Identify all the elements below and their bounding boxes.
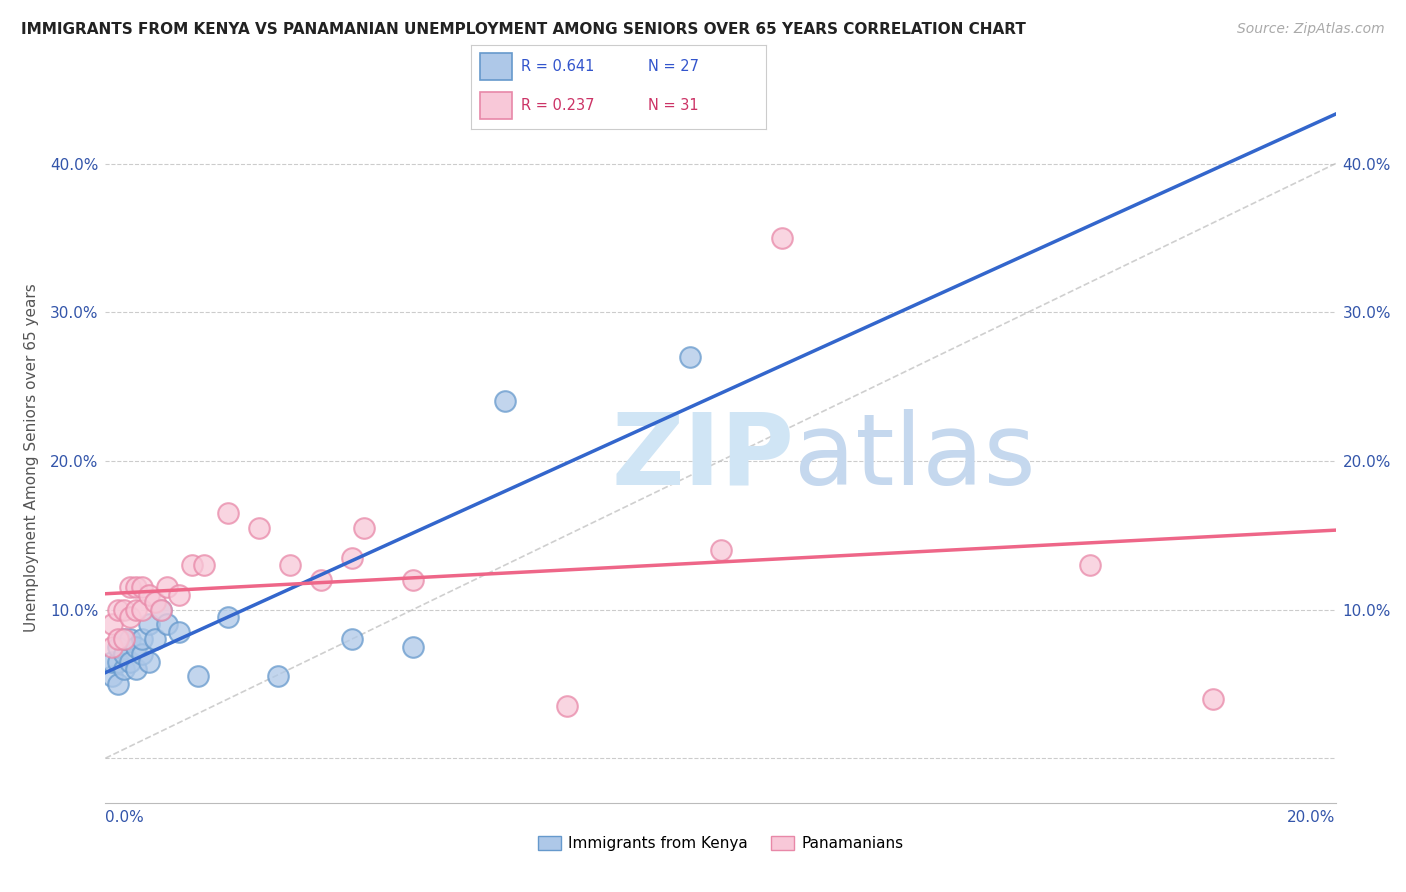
Point	[169, 588, 191, 602]
Point	[1078, 558, 1101, 572]
Point	[125, 662, 148, 676]
Point	[131, 647, 153, 661]
Point	[112, 632, 135, 647]
Point	[107, 655, 129, 669]
Point	[100, 669, 122, 683]
Point	[120, 632, 141, 647]
Point	[278, 558, 301, 572]
Text: R = 0.237: R = 0.237	[522, 98, 595, 113]
Text: Source: ZipAtlas.com: Source: ZipAtlas.com	[1237, 22, 1385, 37]
Text: ZIP: ZIP	[612, 409, 794, 506]
Point	[187, 669, 209, 683]
Point	[112, 602, 135, 616]
Point	[107, 602, 129, 616]
Point	[138, 588, 160, 602]
Text: 0.0%: 0.0%	[105, 810, 145, 825]
Text: atlas: atlas	[794, 409, 1036, 506]
Point	[679, 350, 702, 364]
Text: 20.0%: 20.0%	[1288, 810, 1336, 825]
Text: N = 27: N = 27	[648, 59, 699, 74]
Point	[143, 595, 166, 609]
Point	[340, 550, 363, 565]
Text: R = 0.641: R = 0.641	[522, 59, 595, 74]
Point	[1201, 691, 1223, 706]
Point	[120, 580, 141, 594]
Point	[340, 632, 363, 647]
Point	[112, 632, 135, 647]
Point	[169, 624, 191, 639]
Point	[309, 573, 332, 587]
Text: IMMIGRANTS FROM KENYA VS PANAMANIAN UNEMPLOYMENT AMONG SENIORS OVER 65 YEARS COR: IMMIGRANTS FROM KENYA VS PANAMANIAN UNEM…	[21, 22, 1026, 37]
Point	[143, 632, 166, 647]
Point	[402, 573, 425, 587]
Point	[125, 580, 148, 594]
Point	[193, 558, 215, 572]
Point	[180, 558, 202, 572]
Point	[107, 632, 129, 647]
Point	[156, 617, 179, 632]
Point	[138, 617, 160, 632]
Point	[247, 521, 270, 535]
Point	[107, 640, 129, 654]
Point	[100, 617, 122, 632]
Point	[131, 580, 153, 594]
Point	[770, 231, 793, 245]
Point	[267, 669, 290, 683]
Point	[156, 580, 179, 594]
Point	[494, 394, 516, 409]
Point	[131, 602, 153, 616]
Point	[710, 543, 733, 558]
Legend: Immigrants from Kenya, Panamanians: Immigrants from Kenya, Panamanians	[531, 830, 910, 857]
Point	[138, 655, 160, 669]
Point	[555, 699, 578, 714]
Point	[112, 647, 135, 661]
Point	[125, 602, 148, 616]
Y-axis label: Unemployment Among Seniors over 65 years: Unemployment Among Seniors over 65 years	[24, 283, 39, 632]
Bar	[479, 92, 512, 120]
Point	[100, 655, 122, 669]
Point	[402, 640, 425, 654]
Point	[125, 640, 148, 654]
Point	[353, 521, 375, 535]
Text: N = 31: N = 31	[648, 98, 699, 113]
Point	[112, 662, 135, 676]
Point	[218, 506, 240, 520]
Bar	[479, 54, 512, 80]
Point	[120, 610, 141, 624]
Point	[131, 632, 153, 647]
Point	[120, 655, 141, 669]
Point	[149, 602, 172, 616]
Point	[218, 610, 240, 624]
Point	[149, 602, 172, 616]
Point	[107, 677, 129, 691]
Point	[100, 640, 122, 654]
